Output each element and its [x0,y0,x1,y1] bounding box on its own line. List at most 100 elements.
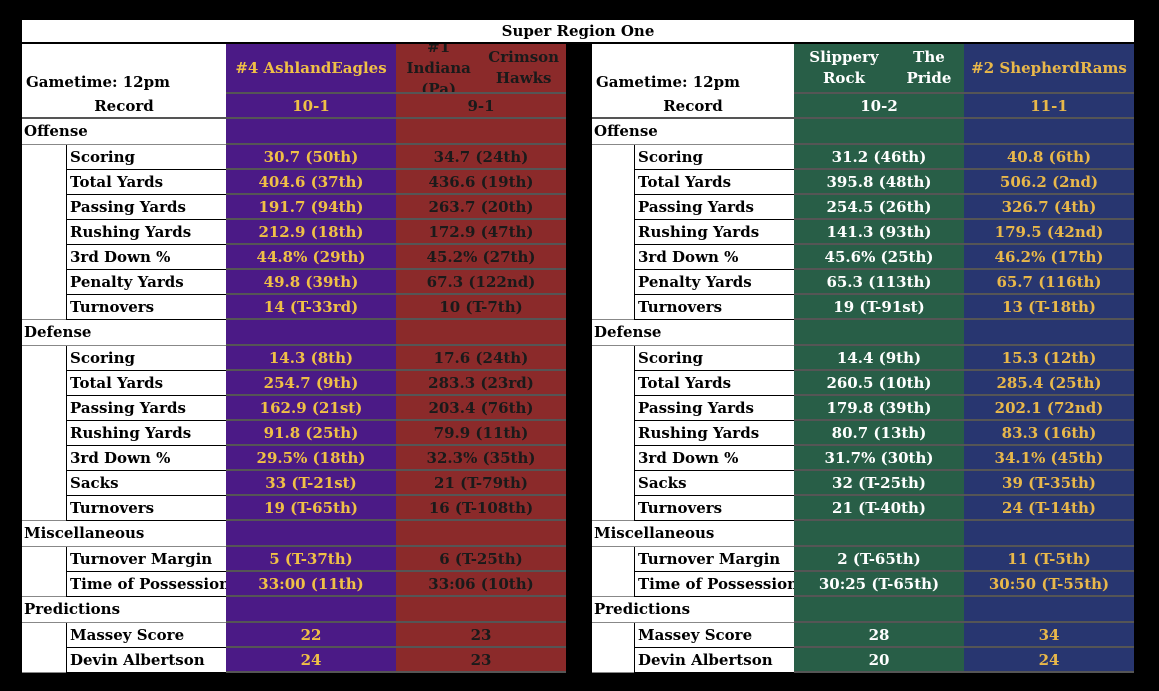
stat-value: 29.5% (18th) [226,446,396,471]
stat-label: Scoring [634,346,794,371]
indent-spacer [22,547,66,597]
section-fill [396,119,566,145]
stat-label: Total Yards [634,371,794,396]
stat-label: Total Yards [634,170,794,195]
section-fill [964,597,1134,623]
stat-value: 32 (T-25th) [794,471,964,496]
team-name-line1: #2 Shepherd [971,58,1080,77]
stat-value: 39 (T-35th) [964,471,1134,496]
stat-label: Passing Yards [634,195,794,220]
stat-label: Rushing Yards [634,220,794,245]
stat-label: Massey Score [634,623,794,648]
section-fill [794,521,964,547]
section-label: Predictions [592,597,794,623]
stat-value: 19 (T-65th) [226,496,396,521]
stat-label: Turnovers [66,295,226,320]
record-value: 10-2 [794,94,964,119]
stat-value: 20 [794,648,964,673]
team-name-line2: The Pride [906,48,952,87]
team-header: Slippery Rock The Pride [794,44,964,94]
indent-spacer [22,346,66,521]
section-fill [396,320,566,346]
stat-value: 45.2% (27th) [396,245,566,270]
stat-value: 203.4 (76th) [396,396,566,421]
stat-value: 32.3% (35th) [396,446,566,471]
section-fill [226,320,396,346]
stat-value: 24 [226,648,396,673]
gametime-label: Gametime: 12pm [592,44,794,94]
stat-value: 14.3 (8th) [226,346,396,371]
stat-value: 15.3 (12th) [964,346,1134,371]
stat-label: Sacks [66,471,226,496]
stat-label: Scoring [66,145,226,170]
stat-value: 34 [964,623,1134,648]
stat-value: 5 (T-37th) [226,547,396,572]
team-name-line2: Crimson Hawks [488,48,560,87]
stat-label: Devin Albertson [634,648,794,673]
indent-spacer [592,145,634,320]
stat-value: 283.3 (23rd) [396,371,566,396]
stat-label: Sacks [634,471,794,496]
stat-value: 40.8 (6th) [964,145,1134,170]
stat-label: Penalty Yards [66,270,226,295]
stat-value: 179.8 (39th) [794,396,964,421]
stat-value: 49.8 (39th) [226,270,396,295]
stat-value: 83.3 (16th) [964,421,1134,446]
gametime-label: Gametime: 12pm [22,44,226,94]
indent-spacer [22,145,66,320]
stat-label: Turnover Margin [634,547,794,572]
stat-label: Total Yards [66,170,226,195]
stat-label: Rushing Yards [634,421,794,446]
section-fill [964,320,1134,346]
stat-value: 23 [396,623,566,648]
stat-value: 21 (T-40th) [794,496,964,521]
stat-label: Turnovers [66,496,226,521]
stat-label: Scoring [66,346,226,371]
section-label: Predictions [22,597,226,623]
stat-value: 65.7 (116th) [964,270,1134,295]
section-fill [964,521,1134,547]
team-name-line1: #1 Indiana (Pa) [406,44,471,94]
stat-label: Turnover Margin [66,547,226,572]
team-name-line1: Slippery Rock [809,48,879,87]
stat-value: 67.3 (122nd) [396,270,566,295]
stat-value: 17.6 (24th) [396,346,566,371]
stat-value: 24 (T-14th) [964,496,1134,521]
stat-value: 46.2% (17th) [964,245,1134,270]
section-label: Defense [592,320,794,346]
team-name-line2: Eagles [331,58,387,77]
section-label: Miscellaneous [592,521,794,547]
stat-value: 326.7 (4th) [964,195,1134,220]
stat-value: 34.1% (45th) [964,446,1134,471]
matchup-table-right: Gametime: 12pm Slippery Rock The Pride #2 S… [592,44,1134,673]
matchup-table-left: Gametime: 12pm #4 Ashland Eagles #1 Indiana… [22,44,566,673]
record-value: 11-1 [964,94,1134,119]
stat-label: 3rd Down % [634,245,794,270]
stat-value: 436.6 (19th) [396,170,566,195]
section-fill [226,521,396,547]
stat-value: 28 [794,623,964,648]
section-fill [794,320,964,346]
stat-value: 506.2 (2nd) [964,170,1134,195]
page-title: Super Region One [22,20,1134,42]
stat-label: Total Yards [66,371,226,396]
stat-value: 179.5 (42nd) [964,220,1134,245]
section-fill [794,119,964,145]
section-fill [226,119,396,145]
stat-value: 212.9 (18th) [226,220,396,245]
team-header: #2 Shepherd Rams [964,44,1134,94]
stat-value: 31.7% (30th) [794,446,964,471]
section-fill [964,119,1134,145]
stat-value: 11 (T-5th) [964,547,1134,572]
section-fill [794,597,964,623]
team-header: #1 Indiana (Pa) Crimson Hawks [396,44,566,94]
stat-label: Time of Possession [66,572,226,597]
stat-value: 254.7 (9th) [226,371,396,396]
stat-label: Turnovers [634,295,794,320]
stat-value: 285.4 (25th) [964,371,1134,396]
record-label: Record [592,94,794,119]
stat-value: 65.3 (113th) [794,270,964,295]
indent-spacer [592,547,634,597]
indent-spacer [22,623,66,673]
stat-label: Rushing Yards [66,421,226,446]
